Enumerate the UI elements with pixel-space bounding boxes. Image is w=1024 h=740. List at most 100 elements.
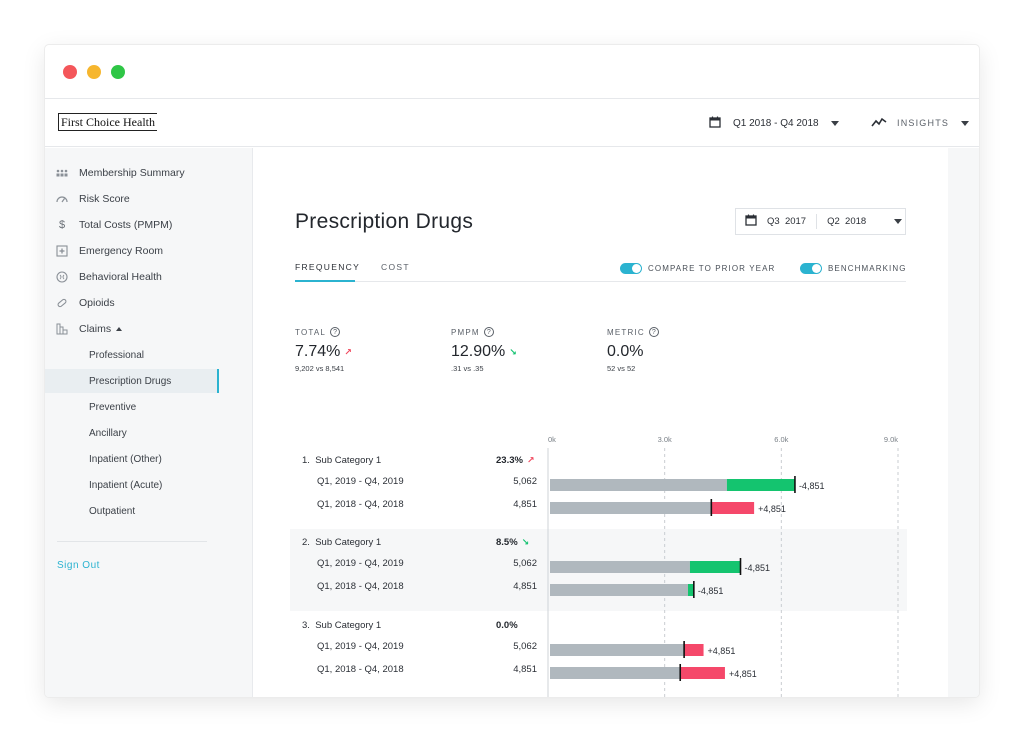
bar-delta-label: +4,851 xyxy=(758,504,786,514)
benchmarking-toggle[interactable]: BENCHMARKING xyxy=(800,263,907,274)
axis-tick-label: 9.0k xyxy=(884,435,898,444)
bar-base xyxy=(550,561,690,573)
period-to[interactable]: Q2 2018 xyxy=(827,216,867,227)
tab-frequency[interactable]: FREQUENCY xyxy=(295,262,361,272)
category-title: 1. Sub Category 1 xyxy=(302,455,382,466)
minimize-window-button[interactable] xyxy=(87,65,101,79)
sidebar-subitem-label: Outpatient xyxy=(89,505,136,517)
metric-label: TOTAL xyxy=(295,327,327,337)
right-gutter xyxy=(948,148,979,697)
sidebar-item-behavioral-health[interactable]: Behavioral Health xyxy=(45,265,253,289)
bar-decrease xyxy=(684,644,704,656)
chevron-down-icon xyxy=(961,120,970,126)
sidebar-subitem-prescription-drugs[interactable]: Prescription Drugs xyxy=(45,369,219,393)
help-icon[interactable]: ? xyxy=(648,327,659,337)
sidebar-item-total-costs[interactable]: $ Total Costs (PMPM) xyxy=(45,213,253,237)
logo[interactable]: First Choice Health xyxy=(58,113,157,131)
brain-icon xyxy=(56,271,68,283)
sidebar-subitem-preventive[interactable]: Preventive xyxy=(45,395,219,419)
sidebar-item-label: Membership Summary xyxy=(79,167,185,179)
period-row-label: Q1, 2019 - Q4, 2019 xyxy=(317,476,404,487)
sidebar-item-opioids[interactable]: Opioids xyxy=(45,291,253,315)
gauge-icon xyxy=(56,193,68,205)
trend-up-icon: ↗ xyxy=(344,346,352,357)
metric-value: 0.0% xyxy=(607,343,644,360)
metric-subtext: .31 vs .35 xyxy=(451,364,484,373)
sidebar-divider xyxy=(57,541,207,542)
sidebar-item-label: Claims xyxy=(79,323,112,335)
category-highlight xyxy=(290,529,907,611)
sidebar-subitem-professional[interactable]: Professional xyxy=(45,343,219,367)
period-row-label: Q1, 2018 - Q4, 2018 xyxy=(317,581,404,592)
pill-icon xyxy=(56,297,68,309)
sidebar-subitem-label: Prescription Drugs xyxy=(89,375,172,387)
period-row-label: Q1, 2019 - Q4, 2019 xyxy=(317,558,404,569)
period-row-value: 5,062 xyxy=(513,558,537,569)
period-row-value: 5,062 xyxy=(513,476,537,487)
bar-base xyxy=(550,502,712,514)
metric-total: TOTAL? 7.74% ↗ 9,202 vs 8,541 xyxy=(295,327,352,373)
sidebar-subitem-outpatient[interactable]: Outpatient xyxy=(45,499,219,523)
period-divider xyxy=(816,214,818,229)
close-window-button[interactable] xyxy=(63,65,77,79)
insights-menu[interactable]: INSIGHTS xyxy=(871,114,970,132)
period-row-value: 5,062 xyxy=(513,641,537,652)
date-range-selector[interactable]: Q1 2018 - Q4 2018 xyxy=(709,114,839,132)
toggle-switch[interactable] xyxy=(800,263,822,274)
bar-delta-label: +4,851 xyxy=(708,646,736,656)
period-from[interactable]: Q3 2017 xyxy=(767,216,807,227)
toggle-switch[interactable] xyxy=(620,263,642,274)
metric-label: METRIC xyxy=(607,327,645,337)
period-row-label: Q1, 2019 - Q4, 2019 xyxy=(317,641,404,652)
sidebar-item-label: Risk Score xyxy=(79,193,130,205)
sidebar-subitem-inpatient-acute[interactable]: Inpatient (Acute) xyxy=(45,473,219,497)
help-icon[interactable]: ? xyxy=(483,327,494,337)
bar-base xyxy=(550,644,685,656)
bar-delta-label: -4,851 xyxy=(799,481,825,491)
hospital-icon xyxy=(56,245,68,257)
sidebar-subitem-inpatient-other[interactable]: Inpatient (Other) xyxy=(45,447,219,471)
toggle-label: COMPARE TO PRIOR YEAR xyxy=(648,264,776,273)
metric-value: 7.74% xyxy=(295,343,341,360)
sign-out-link[interactable]: Sign Out xyxy=(57,560,100,571)
metric-metric: METRIC? 0.0% 52 vs 52 xyxy=(607,327,659,373)
category-change-group: 8.5% ↘ xyxy=(496,537,529,548)
insights-label: INSIGHTS xyxy=(897,118,950,128)
page-title: Prescription Drugs xyxy=(295,210,474,233)
sidebar-item-membership-summary[interactable]: Membership Summary xyxy=(45,161,253,185)
metric-subtext: 9,202 vs 8,541 xyxy=(295,364,345,373)
people-icon xyxy=(56,167,68,179)
bar-decrease xyxy=(711,502,755,514)
help-icon[interactable]: ? xyxy=(330,327,341,337)
bar-increase xyxy=(726,479,795,491)
metric-value: 12.90% xyxy=(451,343,506,360)
chevron-down-icon xyxy=(894,219,903,224)
sidebar-item-claims[interactable]: Claims xyxy=(45,317,253,341)
axis-tick-label: 0k xyxy=(548,435,556,444)
claims-icon xyxy=(56,323,68,335)
period-selector[interactable]: Q3 2017 Q2 2018 xyxy=(735,208,906,235)
bar-delta-label: -4,851 xyxy=(745,563,771,573)
metric-subtext: 52 vs 52 xyxy=(607,364,636,373)
sidebar-subitem-label: Inpatient (Acute) xyxy=(89,479,163,491)
metric-pmpm: PMPM? 12.90% ↘ .31 vs .35 xyxy=(451,327,517,373)
bar-base xyxy=(550,667,681,679)
axis-tick-label: 6.0k xyxy=(774,435,788,444)
trend-up-icon: ↗ xyxy=(526,455,535,465)
bar-increase xyxy=(689,561,741,573)
calendar-icon xyxy=(745,214,757,229)
bar-base xyxy=(550,584,688,596)
trend-down-icon: ↘ xyxy=(521,537,530,547)
sidebar-item-risk-score[interactable]: Risk Score xyxy=(45,187,253,211)
maximize-window-button[interactable] xyxy=(111,65,125,79)
category-change: 23.3% xyxy=(496,455,523,466)
sidebar-subitem-label: Professional xyxy=(89,349,145,361)
sidebar-item-emergency-room[interactable]: Emergency Room xyxy=(45,239,253,263)
period-row-label: Q1, 2018 - Q4, 2018 xyxy=(317,499,404,510)
category-change-group: 23.3% ↗ xyxy=(496,455,534,466)
compare-prior-year-toggle[interactable]: COMPARE TO PRIOR YEAR xyxy=(620,263,775,274)
bar-increase xyxy=(688,584,694,596)
sidebar-subitem-ancillary[interactable]: Ancillary xyxy=(45,421,219,445)
bar-decrease xyxy=(680,667,725,679)
tab-cost[interactable]: COST xyxy=(381,262,410,272)
